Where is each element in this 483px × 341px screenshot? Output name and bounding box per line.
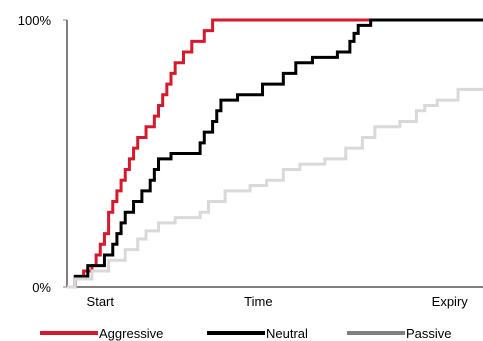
series-lines: [67, 18, 483, 289]
series-line-passive: [67, 87, 483, 289]
axes: 100% 0% Start Time Expiry: [18, 13, 483, 309]
x-tick-label: Time: [244, 294, 272, 309]
y-tick-label: 0%: [32, 280, 51, 295]
series-line-aggressive: [67, 18, 483, 289]
y-tick-label: 100%: [18, 13, 52, 28]
legend-label-2: Passive: [406, 326, 452, 341]
x-tick-label: Expiry: [432, 294, 469, 309]
legend-label-1: Neutral: [266, 326, 308, 341]
x-tick-label: Start: [87, 294, 115, 309]
legend: Aggressive Neutral Passive: [40, 326, 452, 341]
series-line-neutral: [67, 18, 483, 289]
legend-label-0: Aggressive: [99, 326, 163, 341]
